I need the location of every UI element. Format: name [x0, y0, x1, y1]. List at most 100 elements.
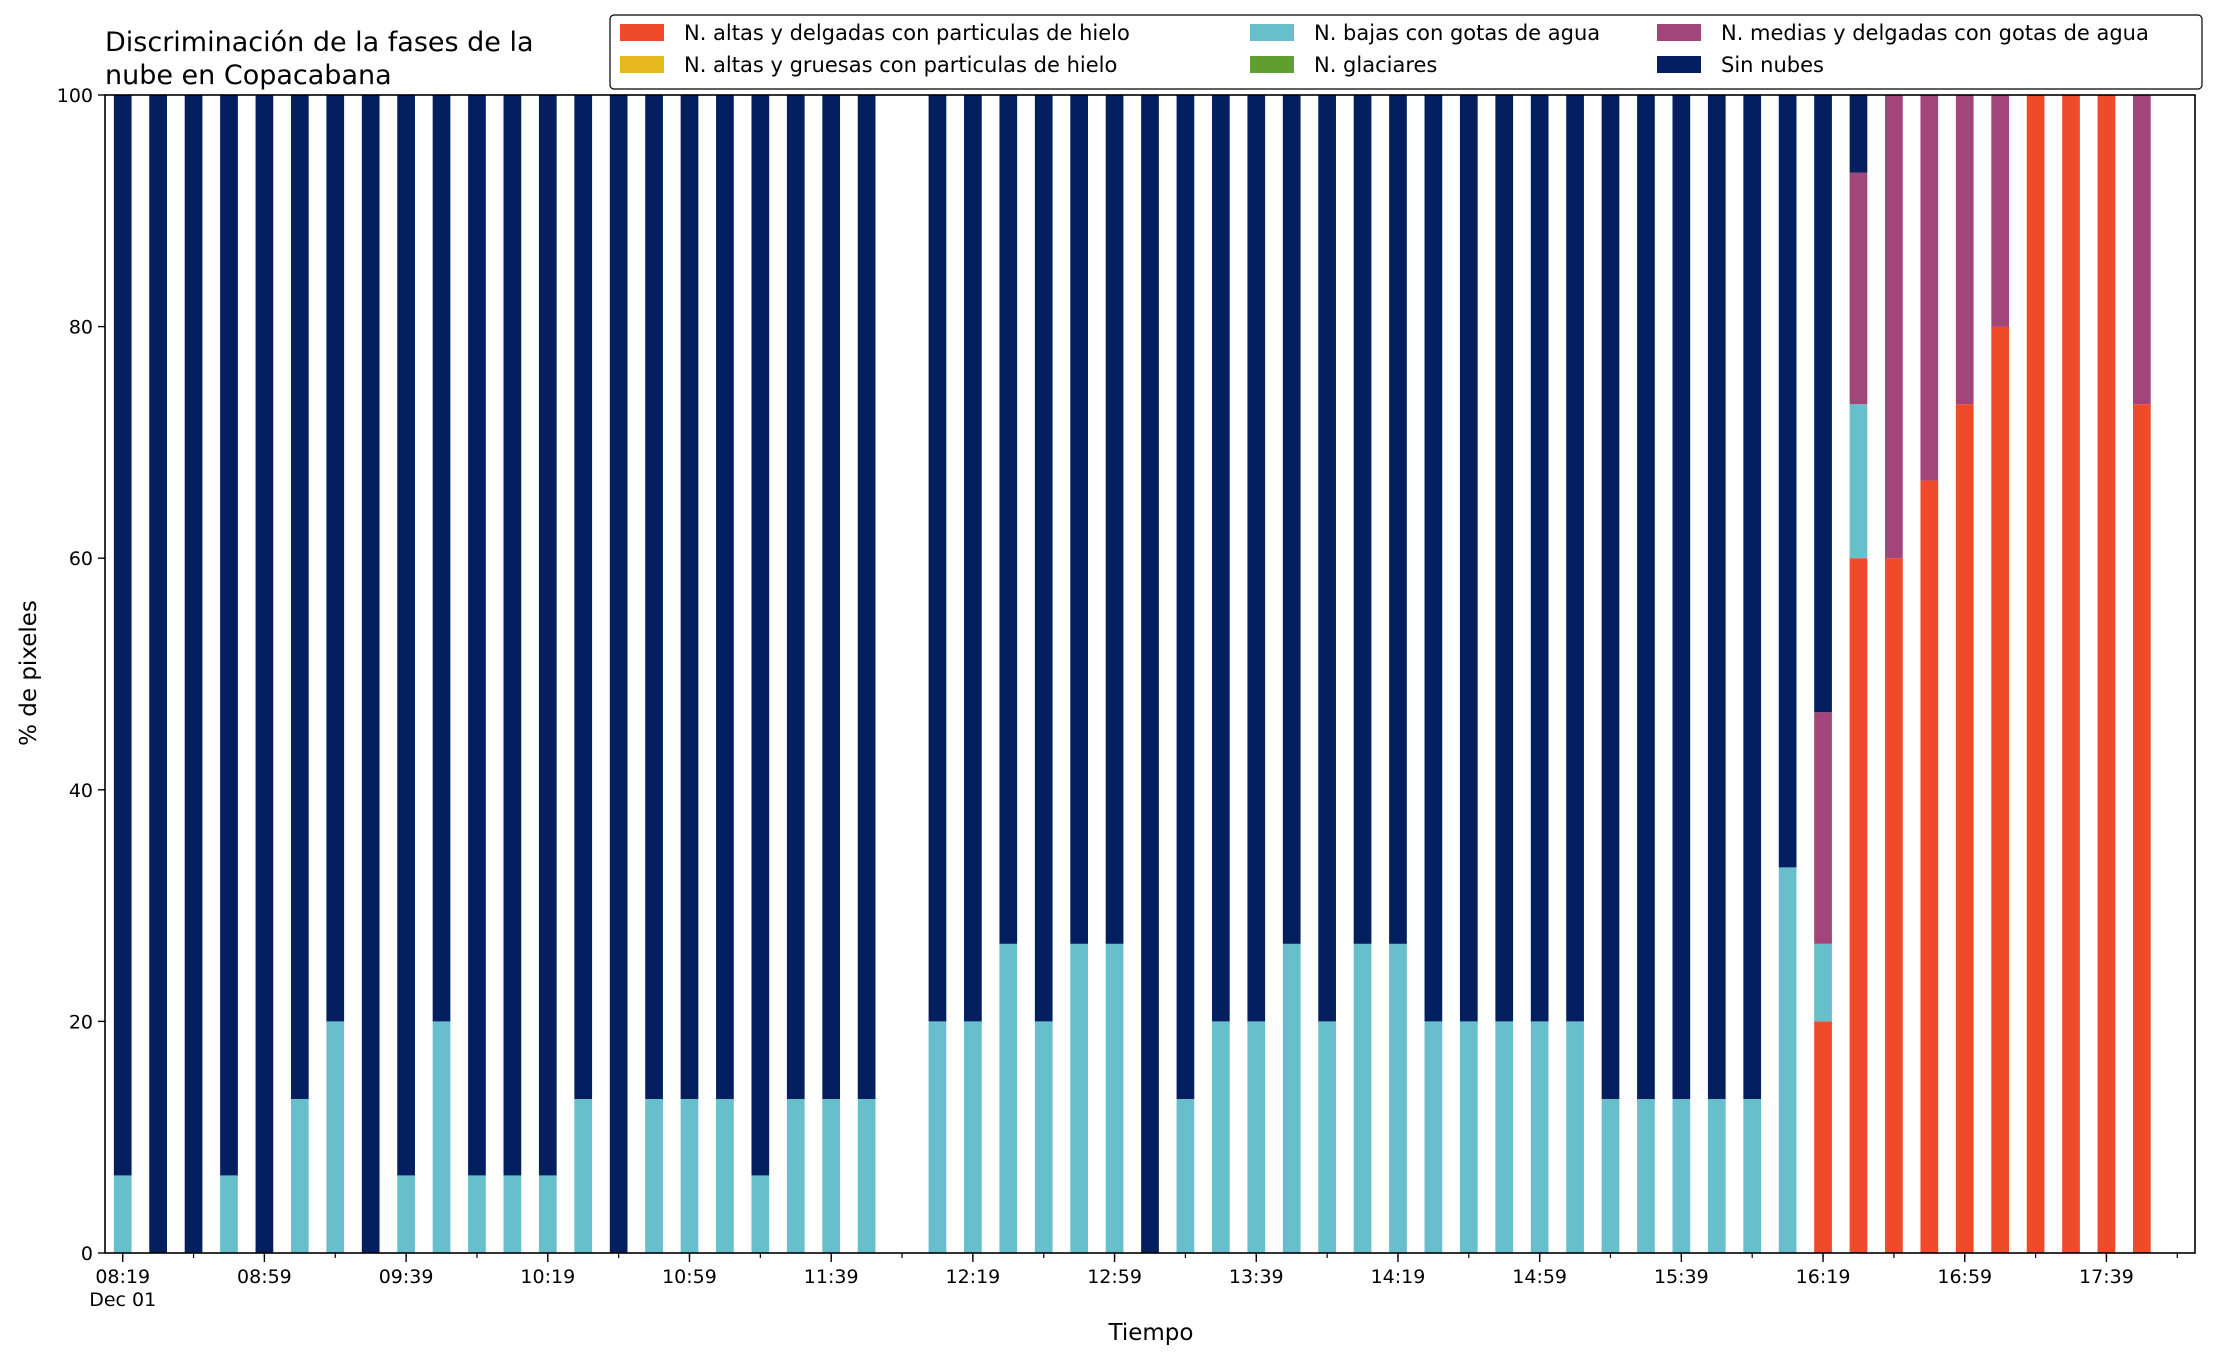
bar-segment	[645, 1098, 663, 1253]
bar-segment	[1849, 172, 1868, 405]
x-tick-label: 13:39	[1229, 1266, 1284, 1288]
bar-segment	[1991, 326, 2010, 1254]
bar-segment	[1991, 95, 2010, 327]
x-tick-label: 15:39	[1654, 1266, 1709, 1288]
bar-segment	[538, 95, 557, 1176]
bar-segment	[361, 95, 380, 1253]
y-axis-label: % de pixeles	[16, 600, 42, 746]
plot-frame	[104, 94, 2196, 1254]
bar-segment	[574, 95, 593, 1099]
bar-segment	[1637, 95, 1655, 1099]
bar-segment	[184, 95, 203, 1253]
bar-segment	[786, 95, 805, 1099]
y-tick-label: 40	[69, 780, 93, 802]
bar-segment	[2133, 404, 2151, 1253]
bar-segment	[1743, 95, 1762, 1099]
bar-segment	[149, 95, 167, 1253]
bar-segment	[1176, 1098, 1195, 1253]
bar-segment	[290, 1098, 309, 1253]
x-tick-label: 17:39	[2079, 1266, 2134, 1288]
bar-segment	[964, 95, 982, 1022]
bar-segment	[928, 95, 947, 1022]
bar-segment	[1070, 95, 1089, 944]
bar-segment	[1176, 95, 1195, 1099]
bar-segment	[1530, 95, 1549, 1022]
bar-segment	[1707, 95, 1726, 1099]
x-tick-label: 12:59	[1087, 1266, 1142, 1288]
bar-segment	[1849, 558, 1868, 1253]
legend-label: N. altas y delgadas con particulas de hi…	[684, 21, 1130, 45]
bar-segment	[397, 1175, 415, 1253]
bar-segment	[1034, 1021, 1053, 1253]
bar-segment	[1105, 943, 1124, 1253]
bar-segment	[574, 1098, 593, 1253]
bar-segment	[1211, 1021, 1230, 1253]
bar-segment	[1743, 1098, 1762, 1253]
bar-segment	[1211, 95, 1230, 1022]
x-tick-label: 16:19	[1796, 1266, 1851, 1288]
bar-segment	[928, 1021, 947, 1253]
bar-segment	[326, 95, 345, 1022]
y-tick-label: 0	[81, 1243, 93, 1265]
bar-segment	[432, 1021, 451, 1253]
x-tick-label: 10:19	[520, 1266, 575, 1288]
legend-label: N. bajas con gotas de agua	[1314, 21, 1600, 45]
bar-segment	[1459, 1021, 1478, 1253]
bar-segment	[1601, 1098, 1620, 1253]
bar-segment	[468, 95, 486, 1176]
bar-segment	[1105, 95, 1124, 944]
bar-segment	[2062, 95, 2080, 1253]
bar-segment	[680, 1098, 699, 1253]
legend-box	[609, 14, 2203, 90]
bar-segment	[290, 95, 309, 1099]
bar-segment	[1885, 558, 1903, 1253]
bar-segment	[1247, 95, 1266, 1022]
bar-segment	[1282, 95, 1301, 944]
bar-segment	[964, 1021, 982, 1253]
x-tick-label: 10:59	[662, 1266, 717, 1288]
bar-segment	[1459, 95, 1478, 1022]
bar-segment	[716, 1098, 734, 1253]
bar-segment	[1601, 95, 1620, 1099]
bar-segment	[1495, 95, 1514, 1022]
bar-segment	[1495, 1021, 1514, 1253]
chart-title-line-1: Discriminación de la fases de la	[105, 27, 534, 58]
bar-segment	[1566, 1021, 1584, 1253]
bar-segment	[1955, 95, 1974, 405]
bar-segment	[999, 943, 1018, 1253]
bar-segment	[1318, 95, 1336, 1022]
bar-segment	[538, 1175, 557, 1253]
y-tick-label: 60	[69, 548, 93, 570]
x-tick-sublabel: Dec 01	[89, 1289, 156, 1311]
bar-segment	[1955, 404, 1974, 1253]
bar-segment	[220, 1175, 238, 1253]
bar-segment	[1814, 1021, 1832, 1253]
bar-segment	[432, 95, 451, 1022]
bar-segment	[1353, 943, 1372, 1253]
bar-segment	[255, 95, 274, 1253]
bar-segment	[1530, 1021, 1549, 1253]
bar-segment	[1247, 1021, 1266, 1253]
legend-swatch	[620, 24, 664, 41]
bar-segment	[113, 95, 132, 1176]
chart-title-line-2: nube en Copacabana	[105, 60, 392, 91]
bar-segment	[1389, 95, 1407, 944]
bar-segment	[751, 95, 770, 1176]
bar-segment	[1566, 95, 1584, 1022]
bar-segment	[1920, 480, 1939, 1253]
legend-swatch	[620, 56, 664, 73]
legend-swatch	[1657, 24, 1701, 41]
bar-segment	[503, 1175, 522, 1253]
x-axis-label: Tiempo	[1108, 1320, 1194, 1346]
bar-segment	[822, 1098, 841, 1253]
bar-segment	[1141, 95, 1159, 1253]
legend-label: N. altas y gruesas con particulas de hie…	[684, 53, 1117, 77]
bar-segment	[857, 95, 876, 1099]
bar-segment	[1424, 95, 1443, 1022]
bar-segment	[1778, 867, 1797, 1253]
bars-layer	[113, 95, 2151, 1254]
x-tick-label: 16:59	[1937, 1266, 1992, 1288]
bar-segment	[716, 95, 734, 1099]
x-tick-label: 11:39	[804, 1266, 859, 1288]
